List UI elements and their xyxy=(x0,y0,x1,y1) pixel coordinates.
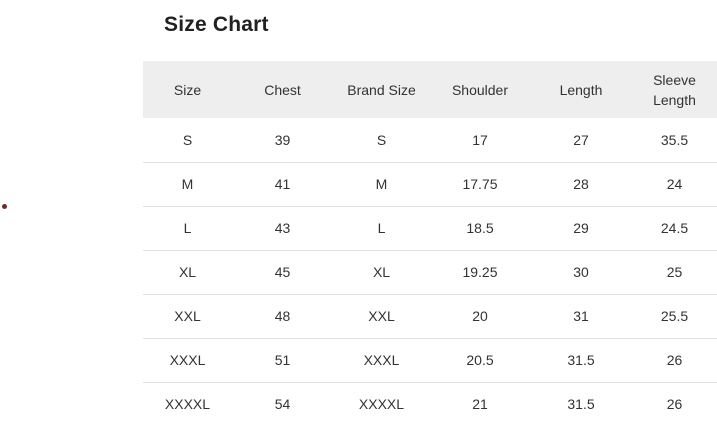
table-cell: S xyxy=(376,131,387,148)
table-cell: XXL xyxy=(333,293,430,338)
table-cell: 17.75 xyxy=(430,161,530,206)
table-cell: XXXXL xyxy=(333,381,430,426)
table-cell: 31.5 xyxy=(530,337,632,382)
table-row: XXXXL 54 XXXXL 21 31.5 26 xyxy=(143,381,717,426)
table-cell: 24.5 xyxy=(632,205,717,250)
header-cell-length: Length xyxy=(530,61,632,118)
header-cell-brand-size: Brand Size xyxy=(333,61,430,118)
table-cell: 25.5 xyxy=(632,293,717,338)
table-cell: 28 xyxy=(530,161,632,206)
table-cell: 41 xyxy=(232,161,333,206)
table-row: XXL 48 XXL 20 31 25.5 xyxy=(143,293,717,338)
table-row: M 41 M 17.75 28 24 xyxy=(143,161,717,206)
table-row: L 43 L 18.5 29 24.5 xyxy=(143,205,717,250)
size-chart-table: Size Chest Brand Size Shoulder Length Sleeve … xyxy=(143,61,717,426)
table-cell: 54 xyxy=(232,381,333,426)
table-cell: 19.25 xyxy=(430,249,530,294)
table-cell: 20.5 xyxy=(430,337,530,382)
table-cell: 30 xyxy=(530,249,632,294)
table-cell: XL xyxy=(143,249,232,294)
table-cell: M xyxy=(333,161,430,206)
table-cell: XL xyxy=(333,249,430,294)
table-cell: L xyxy=(143,205,232,250)
table-cell: 20 xyxy=(430,293,530,338)
table-cell: 39 xyxy=(274,131,291,148)
table-cell: 48 xyxy=(232,293,333,338)
table-cell: 27 xyxy=(573,131,589,148)
header-cell-shoulder: Shoulder xyxy=(430,61,530,118)
table-cell: XXXL xyxy=(333,337,430,382)
red-dot-marker xyxy=(2,204,7,209)
table-cell: XXXL xyxy=(143,337,232,382)
table-cell: 26 xyxy=(632,381,717,426)
table-cell: 35.5 xyxy=(660,131,689,148)
table-cell: L xyxy=(333,205,430,250)
table-cell: 21 xyxy=(430,381,530,426)
header-cell-sleeve-length: Sleeve Length xyxy=(632,61,717,118)
table-cell: 18.5 xyxy=(430,205,530,250)
table-cell: 31 xyxy=(530,293,632,338)
table-cell: 51 xyxy=(232,337,333,382)
header-cell-size: Size xyxy=(143,61,232,118)
table-cell: 26 xyxy=(632,337,717,382)
page-title: Size Chart xyxy=(164,13,269,36)
table-cell: 24 xyxy=(632,161,717,206)
table-cell: 25 xyxy=(632,249,717,294)
table-cell: S xyxy=(182,131,193,148)
table-cell: 43 xyxy=(232,205,333,250)
header-cell-chest: Chest xyxy=(232,61,333,118)
table-cell: XXL xyxy=(143,293,232,338)
table-cell: M xyxy=(143,161,232,206)
table-cell: 17 xyxy=(472,131,488,148)
table-cell: 29 xyxy=(530,205,632,250)
table-header-row: Size Chest Brand Size Shoulder Length Sleeve … xyxy=(143,61,717,118)
table-row: XL 45 XL 19.25 30 25 xyxy=(143,249,717,294)
table-row: XXXL 51 XXXL 20.5 31.5 26 xyxy=(143,337,717,382)
table-cell: 31.5 xyxy=(530,381,632,426)
table-cell: XXXXL xyxy=(143,381,232,426)
table-cell: 45 xyxy=(232,249,333,294)
table-row: S 39 S 17 27 35.5 xyxy=(143,118,717,162)
